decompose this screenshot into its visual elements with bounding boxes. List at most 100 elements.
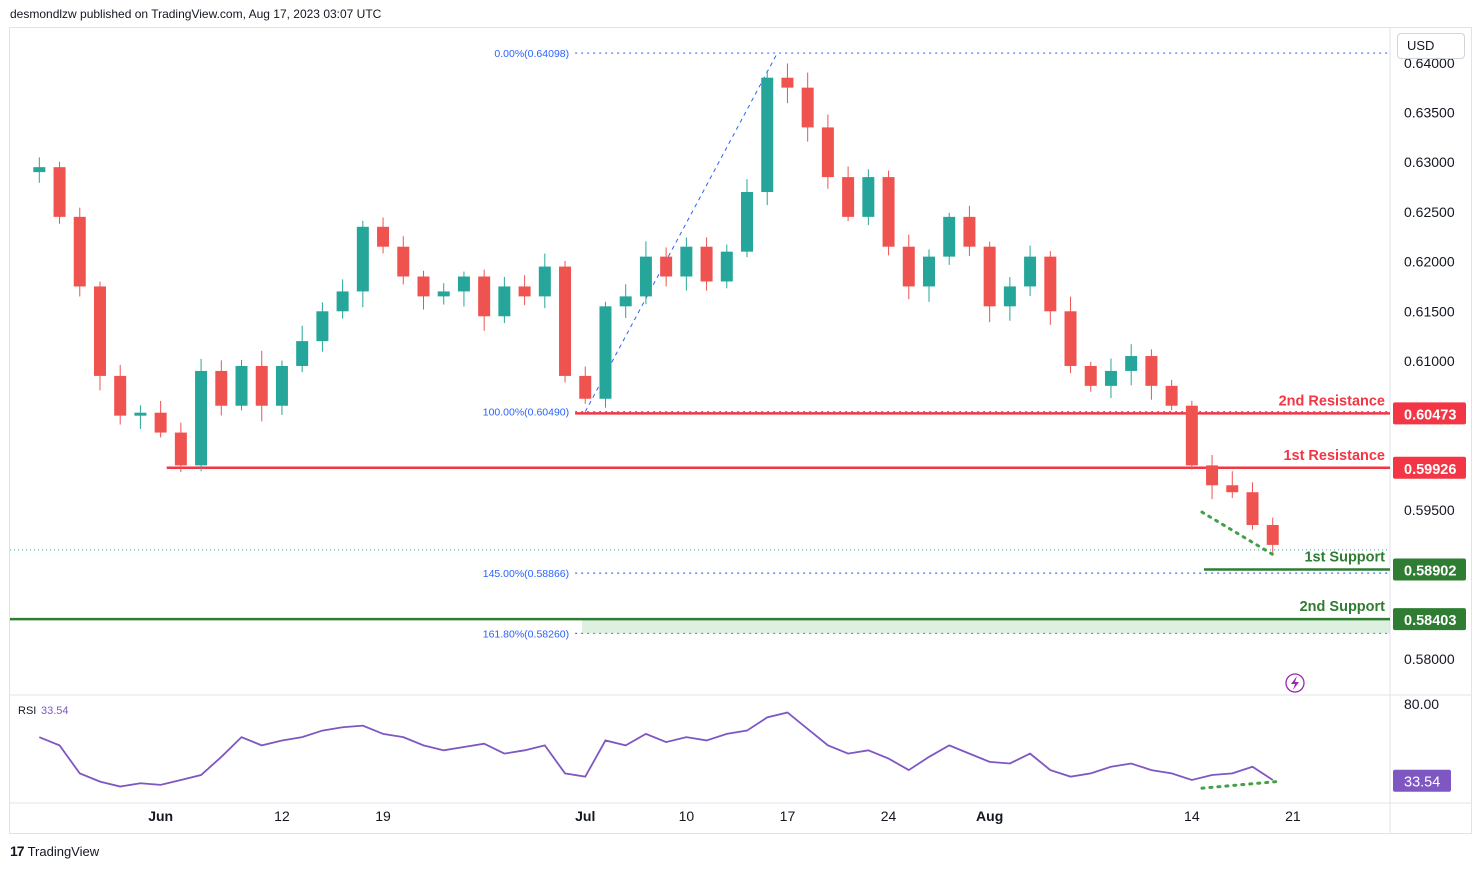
price-tick-label: 0.62000 (1404, 254, 1455, 270)
candle-body (114, 375, 127, 416)
rsi-value-label: 33.54 (1404, 775, 1440, 791)
time-tick-label: 19 (375, 808, 391, 824)
level-name-label: 1st Resistance (1283, 448, 1385, 464)
candle-body (1165, 385, 1178, 406)
candle-body (720, 251, 733, 282)
candle-body (1003, 286, 1016, 307)
candle-body (377, 226, 390, 247)
candle-body (862, 177, 875, 217)
chart-frame (9, 27, 1472, 834)
price-tick-label: 0.63000 (1404, 154, 1455, 170)
level-price-label: 0.58902 (1404, 564, 1456, 580)
level-price-tag (1393, 558, 1466, 581)
level-price-label: 0.58403 (1404, 613, 1456, 629)
candle-body (842, 177, 855, 217)
time-tick-label: Jun (148, 808, 173, 824)
candle-body (356, 226, 369, 292)
candle-body (1064, 311, 1077, 366)
support-zone (582, 619, 1390, 634)
currency-selector[interactable]: USD (1397, 33, 1465, 59)
candle-body (255, 365, 268, 406)
price-tick-label: 0.63500 (1404, 104, 1455, 120)
candle-body (538, 266, 551, 297)
time-tick-label: Aug (976, 808, 1003, 824)
fib-level-label: 100.00%(0.60490) (483, 407, 569, 419)
candle-body (1024, 256, 1037, 287)
candle-body (397, 246, 410, 277)
candle-body (275, 365, 288, 406)
candle-body (902, 246, 915, 287)
time-tick-label: Jul (575, 808, 595, 824)
fib-level-label: 145.00%(0.58866) (483, 568, 569, 580)
candle-body (336, 291, 349, 312)
level-name-label: 2nd Resistance (1279, 393, 1385, 409)
candle-body (73, 216, 86, 287)
candle-body (639, 256, 652, 297)
candle-body (882, 177, 895, 247)
level-name-label: 1st Support (1304, 550, 1385, 566)
candle-body (1266, 525, 1279, 545)
level-price-tag (1393, 402, 1466, 425)
footer-brand-label: TradingView (27, 843, 100, 859)
candle-body (235, 365, 248, 406)
price-tick-label: 0.61500 (1404, 303, 1455, 319)
candle-body (457, 276, 470, 292)
publisher-line: desmondlzw published on TradingView.com,… (10, 7, 382, 21)
candle-body (559, 266, 572, 376)
candle-body (437, 291, 450, 297)
candle-body (781, 77, 794, 88)
candle-body (1125, 356, 1138, 371)
time-tick-label: 17 (780, 808, 796, 824)
candle-body (943, 216, 956, 257)
candle-body (983, 246, 996, 307)
candle-body (478, 276, 491, 317)
fib-trend-line (584, 52, 778, 412)
time-tick-label: 24 (881, 808, 897, 824)
lightning-icon (1285, 673, 1305, 693)
level-price-tag (1393, 608, 1466, 631)
rsi-header-value: 33.54 (41, 705, 69, 717)
candle-body (1226, 485, 1239, 493)
candle-body (1246, 492, 1259, 526)
candle-body (53, 167, 66, 217)
candle-body (417, 276, 430, 297)
divergence-rsi-line (1200, 780, 1279, 790)
footer-brand[interactable]: 17 TradingView (10, 843, 99, 859)
time-tick-label: 21 (1285, 808, 1301, 824)
candle-body (296, 341, 309, 366)
candle-body (619, 296, 632, 307)
rsi-title: RSI (18, 705, 36, 717)
price-tick-label: 0.61000 (1404, 353, 1455, 369)
candle-body (174, 432, 187, 466)
candle-body (700, 246, 713, 282)
candle-body (93, 286, 106, 376)
candle-body (1145, 356, 1158, 386)
divergence-price-line (1200, 510, 1279, 559)
candle-body (33, 167, 46, 173)
candle-body (518, 286, 531, 297)
lightning-icon-bolt (1291, 676, 1299, 690)
candle-body (761, 77, 774, 193)
fib-level-label: 0.00%(0.64098) (494, 48, 569, 60)
candle-body (922, 256, 935, 287)
rsi-tick-label: 80.00 (1404, 696, 1439, 712)
tradingview-logo-icon: 17 (10, 843, 25, 859)
candle-body (1104, 370, 1117, 386)
candle-body (599, 306, 612, 399)
rsi-value-tag (1393, 769, 1451, 792)
candle-body (154, 412, 167, 433)
level-name-label: 2nd Support (1300, 599, 1386, 615)
price-tick-label: 0.62500 (1404, 204, 1455, 220)
candle-body (660, 256, 673, 277)
price-tick-label: 0.58000 (1404, 651, 1455, 667)
candle-body (1206, 465, 1219, 486)
candle-body (579, 375, 592, 399)
candle-body (741, 192, 754, 252)
candle-body (498, 286, 511, 317)
candle-body (1084, 365, 1097, 386)
level-price-tag (1393, 456, 1466, 479)
candle-body (963, 216, 976, 247)
candle-body (801, 87, 814, 128)
price-tick-label: 0.59500 (1404, 502, 1455, 518)
